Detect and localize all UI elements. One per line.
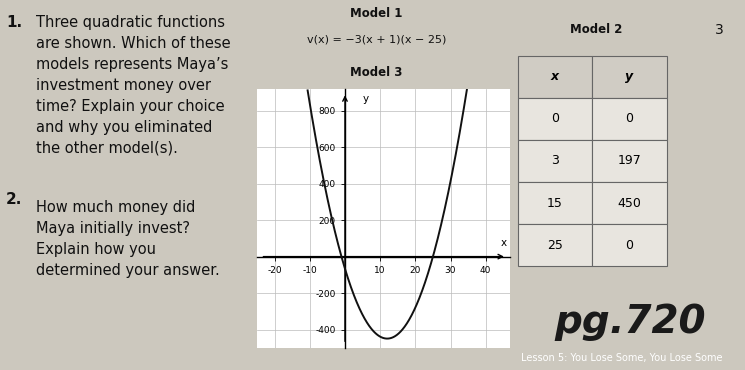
- Text: 1.: 1.: [6, 15, 22, 30]
- Text: Model 2: Model 2: [570, 23, 622, 36]
- Text: Three quadratic functions
are shown. Which of these
models represents Maya’s
inv: Three quadratic functions are shown. Whi…: [36, 15, 230, 156]
- Text: How much money did
Maya initially invest?
Explain how you
determined your answer: How much money did Maya initially invest…: [36, 200, 220, 278]
- Text: pg.720: pg.720: [554, 303, 706, 340]
- Text: y: y: [363, 94, 369, 104]
- Text: Model 3: Model 3: [350, 66, 402, 79]
- Text: v(x) = −3(x + 1)(x − 25): v(x) = −3(x + 1)(x − 25): [306, 34, 446, 44]
- Text: x: x: [500, 238, 507, 248]
- Text: Model 1: Model 1: [350, 7, 402, 20]
- Text: Lesson 5: You Lose Some, You Lose Some: Lesson 5: You Lose Some, You Lose Some: [522, 353, 723, 363]
- Text: 3: 3: [714, 23, 723, 37]
- Text: 2.: 2.: [6, 192, 22, 208]
